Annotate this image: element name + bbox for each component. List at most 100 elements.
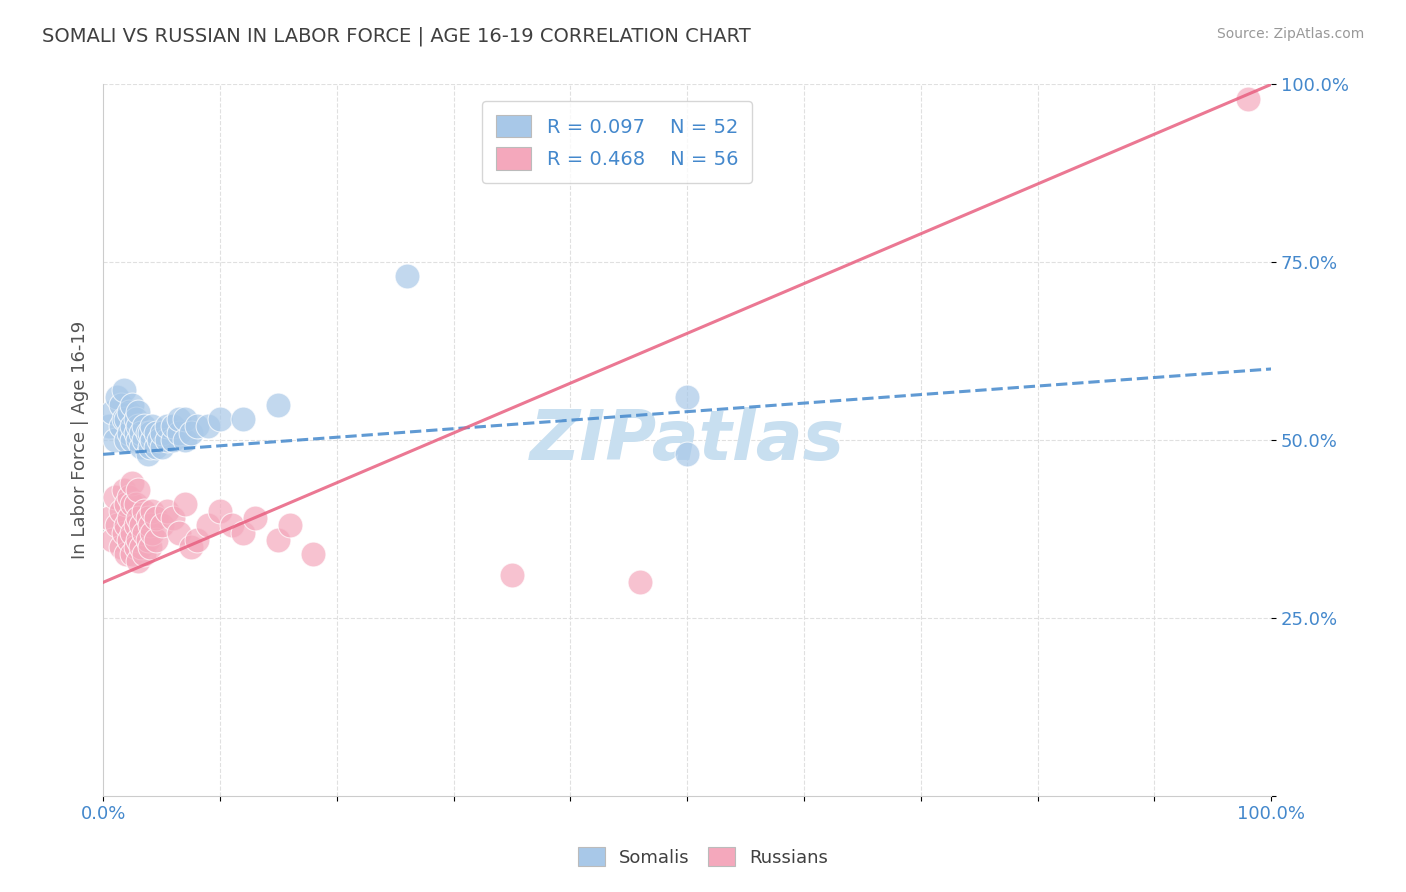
Point bbox=[167, 411, 190, 425]
Point bbox=[676, 391, 699, 405]
Point bbox=[115, 518, 138, 533]
Point bbox=[121, 418, 143, 433]
Point bbox=[129, 540, 152, 554]
Point bbox=[139, 425, 162, 440]
Point bbox=[127, 511, 149, 525]
Point bbox=[167, 525, 190, 540]
Point bbox=[156, 433, 179, 447]
Point bbox=[232, 525, 254, 540]
Point bbox=[132, 547, 155, 561]
Point bbox=[267, 398, 290, 412]
Point bbox=[129, 440, 152, 454]
Y-axis label: In Labor Force | Age 16-19: In Labor Force | Age 16-19 bbox=[72, 321, 89, 559]
Point bbox=[141, 433, 163, 447]
Point bbox=[197, 518, 219, 533]
Point bbox=[139, 540, 162, 554]
Text: ZIPatlas: ZIPatlas bbox=[530, 407, 845, 474]
Point bbox=[121, 398, 143, 412]
Point bbox=[110, 540, 132, 554]
Point bbox=[186, 533, 208, 547]
Point bbox=[125, 411, 148, 425]
Point bbox=[145, 425, 167, 440]
Point bbox=[132, 433, 155, 447]
Point bbox=[121, 475, 143, 490]
Legend: Somalis, Russians: Somalis, Russians bbox=[571, 840, 835, 874]
Point bbox=[167, 425, 190, 440]
Text: Source: ZipAtlas.com: Source: ZipAtlas.com bbox=[1216, 27, 1364, 41]
Point bbox=[150, 425, 173, 440]
Point bbox=[105, 391, 128, 405]
Legend: R = 0.097    N = 52, R = 0.468    N = 56: R = 0.097 N = 52, R = 0.468 N = 56 bbox=[482, 102, 752, 183]
Point bbox=[145, 440, 167, 454]
Text: SOMALI VS RUSSIAN IN LABOR FORCE | AGE 16-19 CORRELATION CHART: SOMALI VS RUSSIAN IN LABOR FORCE | AGE 1… bbox=[42, 27, 751, 46]
Point bbox=[125, 425, 148, 440]
Point bbox=[136, 533, 159, 547]
Point bbox=[162, 511, 184, 525]
Point bbox=[112, 483, 135, 497]
Point bbox=[501, 568, 523, 582]
Point bbox=[101, 404, 124, 418]
Point bbox=[186, 418, 208, 433]
Point bbox=[141, 504, 163, 518]
Point bbox=[395, 269, 418, 284]
Point bbox=[1236, 92, 1258, 106]
Point bbox=[118, 404, 141, 418]
Point bbox=[208, 504, 231, 518]
Point bbox=[121, 525, 143, 540]
Point bbox=[162, 433, 184, 447]
Point bbox=[115, 547, 138, 561]
Point bbox=[105, 518, 128, 533]
Point bbox=[125, 518, 148, 533]
Point bbox=[110, 418, 132, 433]
Point bbox=[162, 418, 184, 433]
Point bbox=[127, 533, 149, 547]
Point bbox=[125, 540, 148, 554]
Point bbox=[141, 525, 163, 540]
Point bbox=[150, 440, 173, 454]
Point bbox=[104, 433, 127, 447]
Point bbox=[243, 511, 266, 525]
Point bbox=[121, 433, 143, 447]
Point bbox=[232, 411, 254, 425]
Point bbox=[132, 504, 155, 518]
Point bbox=[112, 525, 135, 540]
Point bbox=[278, 518, 301, 533]
Point bbox=[110, 398, 132, 412]
Point bbox=[136, 511, 159, 525]
Point bbox=[127, 554, 149, 568]
Point bbox=[129, 425, 152, 440]
Point bbox=[197, 418, 219, 433]
Point bbox=[145, 533, 167, 547]
Point bbox=[98, 511, 121, 525]
Point bbox=[104, 490, 127, 504]
Point bbox=[101, 533, 124, 547]
Point bbox=[121, 497, 143, 511]
Point bbox=[118, 425, 141, 440]
Point bbox=[118, 511, 141, 525]
Point bbox=[118, 490, 141, 504]
Point bbox=[180, 540, 202, 554]
Point bbox=[110, 504, 132, 518]
Point bbox=[112, 384, 135, 398]
Point bbox=[132, 418, 155, 433]
Point bbox=[132, 525, 155, 540]
Point bbox=[302, 547, 325, 561]
Point bbox=[628, 575, 651, 590]
Point bbox=[98, 418, 121, 433]
Point bbox=[121, 547, 143, 561]
Point bbox=[141, 418, 163, 433]
Point bbox=[127, 418, 149, 433]
Point bbox=[127, 483, 149, 497]
Point bbox=[221, 518, 243, 533]
Point bbox=[148, 433, 170, 447]
Point bbox=[115, 433, 138, 447]
Point bbox=[208, 411, 231, 425]
Point bbox=[150, 518, 173, 533]
Point bbox=[267, 533, 290, 547]
Point bbox=[127, 404, 149, 418]
Point bbox=[180, 425, 202, 440]
Point bbox=[115, 497, 138, 511]
Point bbox=[129, 518, 152, 533]
Point bbox=[125, 497, 148, 511]
Point bbox=[156, 418, 179, 433]
